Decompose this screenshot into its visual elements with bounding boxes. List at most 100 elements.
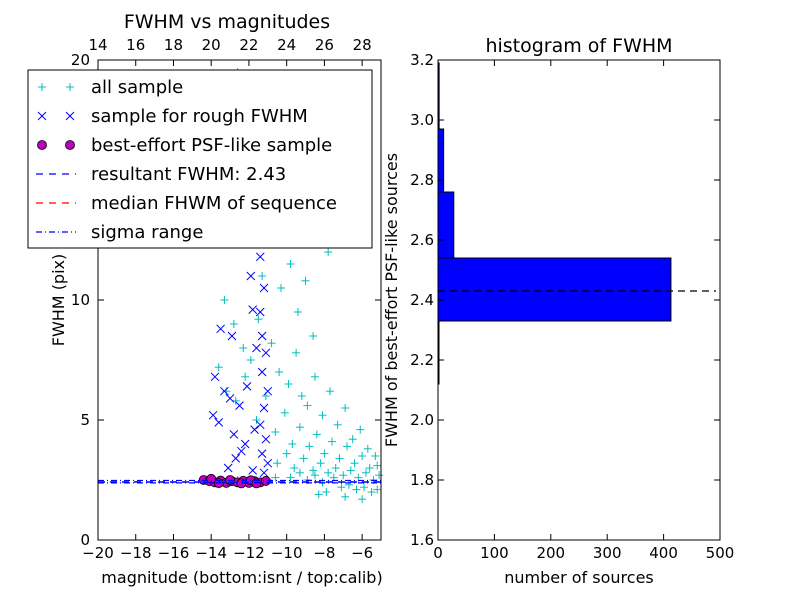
scatter-point-s0-34: [333, 420, 342, 429]
scatter-point-s0-24: [254, 315, 263, 324]
scatter-point-s0-68: [339, 471, 348, 480]
histogram-y-tick-label: 2.2: [410, 351, 434, 369]
scatter-point-s1-21: [235, 401, 244, 410]
scatter-point-s0-50: [305, 442, 314, 451]
scatter-point-s0-98: [341, 492, 350, 501]
scatter-x-tick-label: −16: [158, 544, 190, 562]
histogram-bar: [437, 128, 445, 193]
scatter-x-tick-label: −12: [233, 544, 265, 562]
legend-label: best-effort PSF-like sample: [91, 135, 332, 156]
scatter-point-s0-33: [326, 387, 335, 396]
histogram-x-tick-label: 200: [536, 544, 565, 562]
histogram-y-tick-label: 2.6: [410, 231, 434, 249]
scatter-y-tick-label: 10: [71, 291, 90, 309]
legend-entry: all sample: [38, 77, 183, 98]
scatter-point-s0-92: [352, 485, 361, 494]
legend-marker-a: [38, 83, 46, 91]
scatter-point-s1-11: [261, 434, 271, 444]
scatter-point-s1-19-b: [210, 372, 220, 382]
scatter-point-s0-95: [373, 485, 382, 494]
scatter-point-s1-11-b: [261, 434, 271, 444]
legend-label: sigma range: [91, 222, 203, 243]
scatter-reference-lines: [98, 479, 381, 484]
scatter-point-s0-57: [358, 452, 367, 460]
histogram-bar: [437, 191, 455, 259]
scatter-point-s1-27-b: [223, 463, 233, 473]
scatter-point-s0-49: [295, 423, 304, 432]
scatter-point-s1-7-b: [257, 367, 267, 377]
scatter-point-s0-35: [341, 404, 350, 412]
scatter-point-s1-13: [263, 458, 273, 468]
legend-box: [27, 69, 373, 249]
scatter-point-s1-32-b: [250, 425, 259, 434]
scatter-point-s1-9: [259, 403, 269, 413]
scatter-point-s1-2-b: [255, 252, 265, 262]
scatter-point-s1-8: [263, 386, 273, 396]
scatter-point-s1-30-b: [225, 394, 235, 403]
scatter-point-s0-99: [358, 495, 367, 504]
scatter-top-tick-label: 22: [239, 36, 258, 54]
scatter-y-tick-label: 20: [71, 51, 90, 69]
legend: all sample sample for rough FWHM best-effo…: [27, 69, 373, 249]
scatter-point-s0-54: [335, 454, 344, 463]
legend-label: sample for rough FWHM: [91, 106, 308, 127]
scatter-top-ticks: 14 16 18 20 22 24 26 28: [88, 36, 372, 66]
scatter-point-s0-46: [271, 428, 280, 436]
scatter-top-tick-label: 20: [202, 36, 221, 54]
histogram-bars: [437, 62, 672, 385]
scatter-point-s1-12: [257, 449, 267, 458]
scatter-point-s1-10-b: [255, 420, 265, 430]
scatter-point-s0-30: [303, 401, 312, 410]
scatter-title: FWHM vs magnitudes: [124, 11, 330, 33]
scatter-x-tick-label: −8: [313, 544, 335, 562]
scatter-point-s1-22: [208, 410, 218, 420]
scatter-point-s1-20: [220, 386, 229, 396]
scatter-point-s1-25: [240, 439, 250, 449]
legend-marker-a-b: [37, 111, 47, 121]
scatter-point-s0-56: [350, 459, 359, 468]
scatter-point-s0-52: [320, 449, 329, 458]
histogram-y-tick-label: 3.2: [410, 51, 434, 69]
histogram-x-tick-label: 100: [480, 544, 509, 562]
scatter-point-s0-59: [373, 461, 382, 470]
scatter-panel: FWHM vs magnitudes −20 −18 −16 −14 −12 −10 −8−…: [27, 11, 384, 587]
legend-entry: best-effort PSF-like sample: [37, 135, 332, 156]
scatter-point-s0-75: [295, 468, 304, 477]
scatter-point-s0-13: [258, 272, 267, 280]
histogram-y-tick-label: 2.4: [410, 291, 434, 309]
scatter-point-s0-62: [290, 464, 299, 472]
scatter-point-s1-17: [216, 324, 225, 334]
histogram-y-tick-label: 3.0: [410, 111, 434, 129]
scatter-point-s0-90: [337, 483, 346, 492]
scatter-point-s0-43: [241, 372, 250, 381]
histogram-y-tick-label: 2.0: [410, 411, 434, 429]
scatter-point-s0-22: [239, 344, 248, 352]
legend-marker-a: [37, 140, 47, 150]
scatter-point-s1-29-b: [237, 446, 246, 456]
scatter-point-s0-41: [222, 387, 231, 396]
histogram-bar: [437, 257, 672, 322]
scatter-point-s0-32: [318, 411, 327, 420]
histogram-y-label: FWHM of best-effort PSF-like sources: [382, 153, 401, 447]
scatter-point-s1-26: [231, 454, 241, 463]
scatter-point-s1-12-b: [257, 449, 267, 458]
scatter-point-s1-28-b: [248, 466, 258, 475]
scatter-point-s0-40: [214, 363, 223, 372]
scatter-point-s0-74: [286, 473, 295, 482]
scatter-point-s1-31-b: [242, 382, 252, 391]
scatter-point-s0-37: [356, 425, 365, 434]
scatter-point-s1-28: [248, 466, 258, 475]
scatter-point-s0-97: [322, 488, 331, 496]
scatter-point-s0-65: [316, 459, 325, 468]
scatter-x-tick-label: −20: [82, 544, 114, 562]
scatter-point-s1-20-b: [220, 386, 229, 396]
scatter-points: [198, 68, 384, 504]
scatter-top-tick-label: 28: [353, 36, 372, 54]
scatter-point-s1-23-b: [214, 418, 224, 427]
legend-marker-b: [65, 111, 75, 121]
scatter-x-tick-label: −6: [351, 544, 373, 562]
scatter-point-s1-25-b: [240, 439, 250, 449]
histogram-x-ticks: 0 100 200 300 400 500: [433, 60, 734, 562]
scatter-point-s0-31: [310, 372, 319, 381]
